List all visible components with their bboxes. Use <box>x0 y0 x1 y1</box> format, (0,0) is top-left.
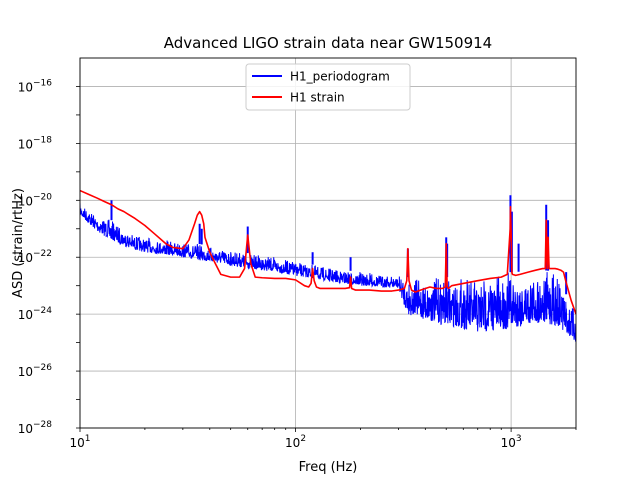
legend: H1_periodogram H1 strain <box>245 63 411 111</box>
plot-frame <box>79 57 577 429</box>
x-tick-label: 102 <box>285 434 306 450</box>
y-axis-label: ASD (strain/rtHz) <box>11 188 26 298</box>
chart-title: Advanced LIGO strain data near GW150914 <box>164 34 492 52</box>
legend-box <box>245 63 411 111</box>
y-tick-label: 10−26 <box>18 363 53 379</box>
series-h1-strain <box>80 189 576 315</box>
y-axis-ticks: 10−16 10−18 10−20 10−22 10−24 10−26 10−28 <box>18 78 80 436</box>
periodogram-line <box>80 203 576 342</box>
x-axis-ticks: 101 102 103 <box>69 428 577 450</box>
x-axis-label: Freq (Hz) <box>299 460 358 475</box>
y-tick-label: 10−24 <box>18 306 53 322</box>
legend-label-h1-periodogram: H1_periodogram <box>290 70 390 84</box>
y-tick-label: 10−20 <box>18 192 53 208</box>
x-tick-label: 103 <box>501 434 522 450</box>
y-tick-label: 10−28 <box>18 420 53 436</box>
x-tick-label: 101 <box>69 434 90 450</box>
legend-label-h1-strain: H1 strain <box>290 91 345 105</box>
y-tick-label: 10−18 <box>18 135 53 151</box>
strain-asd-line <box>80 189 576 315</box>
y-tick-label: 10−16 <box>18 78 53 94</box>
y-tick-label: 10−22 <box>18 249 52 265</box>
